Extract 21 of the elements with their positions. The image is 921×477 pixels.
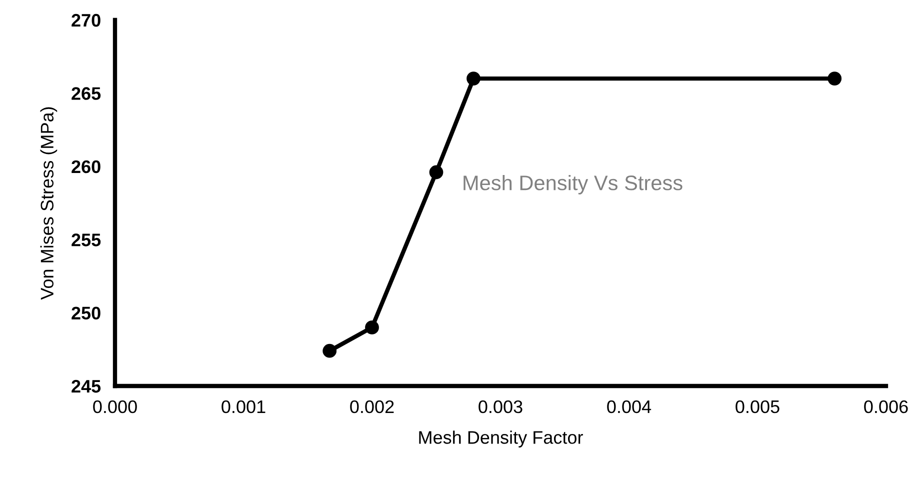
- x-tick-label: 0.004: [607, 400, 652, 414]
- x-tick-label: 0.006: [864, 400, 908, 414]
- x-tick-label: 0.002: [350, 400, 394, 414]
- point: [322, 344, 337, 358]
- x-tick-label: 0.000: [93, 400, 137, 414]
- x-tick-label: 0.003: [478, 400, 522, 414]
- y-tick-label: 250: [72, 306, 100, 320]
- y-tick-label: 255: [72, 234, 101, 246]
- point: [365, 320, 379, 334]
- point: [429, 165, 444, 180]
- text: Mesh Density Vs Stress: [464, 174, 682, 194]
- x-tick-label: 0.005: [736, 400, 780, 414]
- y-tick-label: 260: [72, 160, 100, 174]
- point: [828, 72, 842, 86]
- point: [466, 72, 480, 86]
- y-tick-label: 245: [72, 380, 101, 393]
- y-axis-title: Von Mises Stress (MPa): [40, 107, 58, 300]
- y-tick-label: 270: [72, 14, 100, 27]
- y-tick-label: 265: [72, 87, 101, 100]
- x-tick-label: 0.001: [222, 400, 266, 414]
- x-axis-title: Mesh Density Factor: [419, 430, 583, 448]
